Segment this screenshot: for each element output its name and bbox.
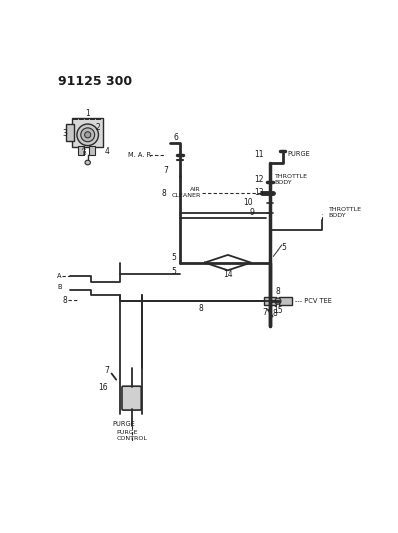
Text: 4: 4 [105,147,109,156]
Text: 16: 16 [98,383,108,392]
FancyBboxPatch shape [279,297,292,305]
Text: 3: 3 [62,129,67,138]
FancyBboxPatch shape [66,124,74,141]
Text: 13: 13 [254,188,264,197]
Text: PURGE
CONTROL: PURGE CONTROL [116,431,147,441]
Text: A: A [82,146,86,151]
Text: 11: 11 [255,150,264,158]
Ellipse shape [85,132,91,138]
Text: 2: 2 [96,123,100,132]
Text: THROTTLE
BODY: THROTTLE BODY [274,174,307,185]
Text: 12: 12 [255,175,264,184]
Text: A: A [57,273,61,279]
Text: 5: 5 [172,254,176,262]
FancyBboxPatch shape [72,118,103,147]
Text: --- PCV TEE: --- PCV TEE [295,298,332,304]
Text: THROTTLE
BODY: THROTTLE BODY [328,207,361,218]
Text: 8: 8 [162,189,166,198]
Text: 15: 15 [273,306,283,315]
Text: 8: 8 [273,309,277,318]
FancyBboxPatch shape [264,297,276,305]
Text: 8: 8 [275,287,280,296]
Ellipse shape [81,128,95,142]
Text: 5: 5 [282,243,287,252]
Text: 10: 10 [244,198,253,207]
Text: B: B [57,284,61,290]
Circle shape [275,298,281,304]
FancyBboxPatch shape [122,386,141,410]
FancyBboxPatch shape [78,146,84,155]
Text: 7: 7 [262,308,267,317]
Text: B: B [82,151,86,156]
Text: 8: 8 [199,304,203,313]
Text: 8: 8 [62,296,67,305]
Text: 6: 6 [173,133,178,142]
Ellipse shape [85,160,90,165]
Text: 9: 9 [250,208,255,217]
Text: PURGE: PURGE [287,151,310,157]
Ellipse shape [77,124,98,146]
Text: AIR
CLEANER: AIR CLEANER [172,187,201,198]
Text: 7: 7 [105,366,109,375]
Text: 91125 300: 91125 300 [59,75,133,88]
FancyBboxPatch shape [89,146,95,155]
Text: 14: 14 [223,270,233,279]
Text: PURGE: PURGE [112,421,135,427]
Text: M. A. P.: M. A. P. [128,152,151,158]
Text: 1: 1 [85,109,90,118]
Text: 5: 5 [172,268,176,276]
Text: 7: 7 [164,166,169,175]
